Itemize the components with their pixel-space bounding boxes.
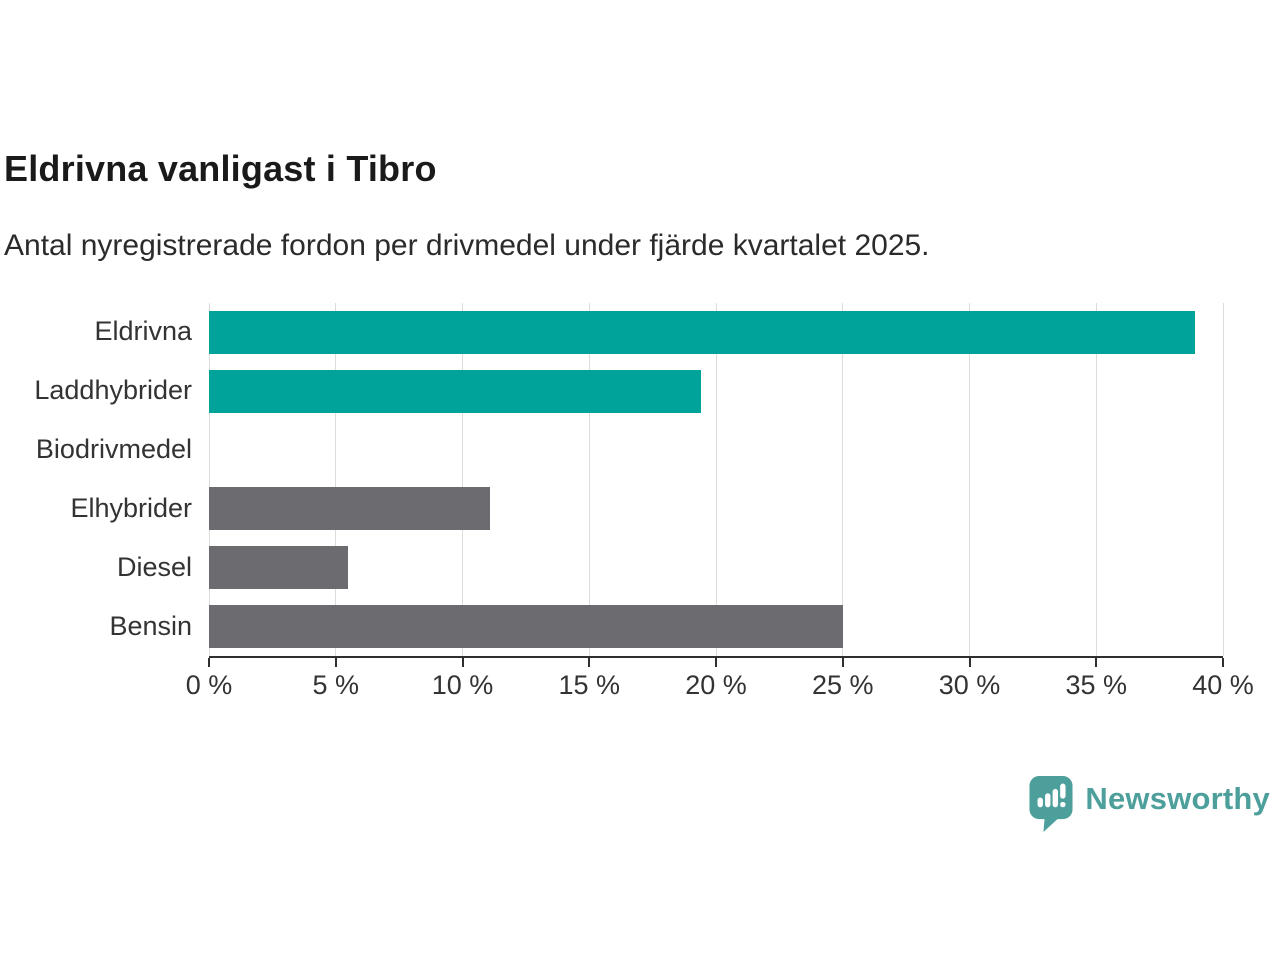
bar-eldrivna [209,310,1196,354]
gridline [335,303,337,656]
gridline [715,303,717,656]
bar-diesel [209,546,349,590]
bar-elhybrider [209,487,491,531]
x-axis-tick [588,658,591,667]
category-label: Bensin [109,610,192,641]
x-axis-line [209,656,1223,658]
x-axis-tick [968,658,971,667]
category-label: Elhybrider [70,492,192,523]
category-label: Diesel [116,551,192,582]
gridline [588,303,590,656]
page-title: Eldrivna vanligast i Tibro [4,148,437,189]
gridline [969,303,970,656]
x-axis-tick [1222,658,1224,667]
x-axis-tick-label: 5 % [312,670,360,700]
gridline [208,303,210,656]
category-label: Eldrivna [94,316,192,347]
x-axis-tick [841,658,844,667]
x-axis-tick-label: 40 % [1192,670,1254,700]
gridline [1222,303,1224,656]
x-axis-tick-label: 10 % [431,670,494,700]
gridline [842,303,844,656]
speech-bubble-bar-chart-icon [1029,776,1073,832]
x-axis-tick [715,658,717,667]
x-axis-tick-label: 0 % [185,670,233,700]
x-axis-tick-label: 30 % [938,670,1001,700]
x-axis-tick-label: 15 % [558,670,621,700]
x-axis-tick [208,658,210,667]
x-axis-tick-label: 35 % [1065,670,1128,700]
x-axis-tick [1095,658,1098,667]
x-axis-tick-label: 20 % [685,670,747,700]
gridline [462,303,463,656]
x-axis-tick [461,658,464,667]
bar-laddhybrider [209,369,701,413]
x-axis-tick-label: 25 % [811,670,874,700]
category-label: Biodrivmedel [35,434,192,465]
newsworthy-logo: Newsworthy [1029,776,1270,832]
chart-subtitle: Antal nyregistrerade fordon per drivmede… [4,229,930,262]
category-label: Laddhybrider [34,375,192,406]
x-axis-tick [334,658,337,667]
bar-bensin [209,605,843,649]
newsworthy-logo-text: Newsworthy [1085,781,1270,816]
category-axis: Eldrivna Laddhybrider Biodrivmedel Elhybrid… [0,303,192,656]
bar-chart-plot-area: 0 % 5 % 10 % 15 % 20 % 25 % 30 % 35 % 40 % [186,303,1254,700]
gridline [1095,303,1097,656]
